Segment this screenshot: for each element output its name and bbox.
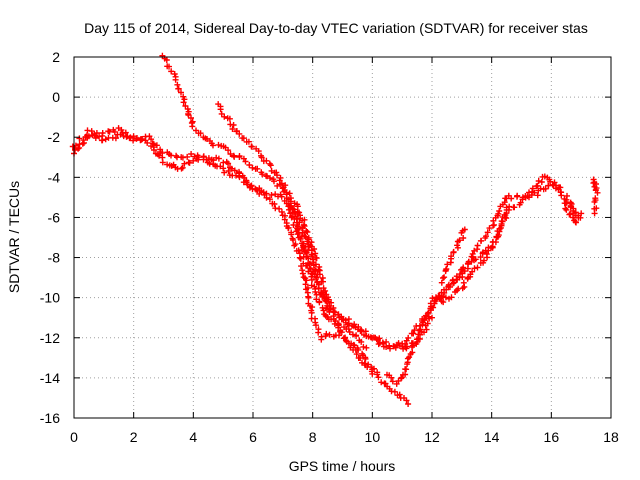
- series-track-e: [285, 203, 370, 351]
- x-tick-label: 14: [484, 429, 500, 445]
- series-markers: [563, 192, 582, 219]
- y-tick-label: -14: [40, 370, 60, 386]
- series-track-h: [429, 173, 564, 306]
- y-tick-label: -12: [40, 330, 60, 346]
- x-tick-label: 4: [189, 429, 197, 445]
- y-tick-label: -4: [48, 169, 61, 185]
- series-track-k: [590, 176, 601, 217]
- x-tick-label: 6: [249, 429, 257, 445]
- series-markers: [438, 226, 468, 286]
- x-tick-label: 10: [365, 429, 381, 445]
- y-tick-label: 2: [52, 49, 60, 65]
- x-tick-labels: 0 2 4 6 8 10 12 14 16 18: [70, 429, 619, 445]
- y-tick-label: 0: [52, 89, 60, 105]
- series-markers: [285, 203, 370, 351]
- y-tick-label: -10: [40, 290, 60, 306]
- y-tick-label: -8: [48, 250, 61, 266]
- x-tick-label: 18: [603, 429, 619, 445]
- x-axis-label: GPS time / hours: [289, 458, 396, 474]
- series-track-i: [438, 226, 468, 286]
- x-tick-label: 16: [544, 429, 560, 445]
- x-tick-label: 8: [309, 429, 317, 445]
- data-series: [69, 52, 601, 407]
- series-markers: [429, 173, 564, 306]
- y-tick-labels: 2 0 -2 -4 -6 -8 -10 -12 -14 -16: [40, 49, 60, 426]
- y-tick-label: -2: [48, 129, 61, 145]
- chart-title: Day 115 of 2014, Sidereal Day-to-day VTE…: [84, 20, 588, 36]
- y-axis-label: SDTVAR / TECUs: [6, 181, 22, 293]
- axis-ticks: [73, 56, 612, 419]
- series-track-j: [563, 192, 582, 219]
- x-tick-label: 12: [424, 429, 440, 445]
- y-tick-label: -16: [40, 410, 60, 426]
- series-markers: [590, 176, 601, 217]
- y-tick-label: -6: [48, 209, 61, 225]
- plot-frame: [73, 56, 612, 419]
- x-tick-label: 0: [70, 429, 78, 445]
- x-tick-label: 2: [130, 429, 138, 445]
